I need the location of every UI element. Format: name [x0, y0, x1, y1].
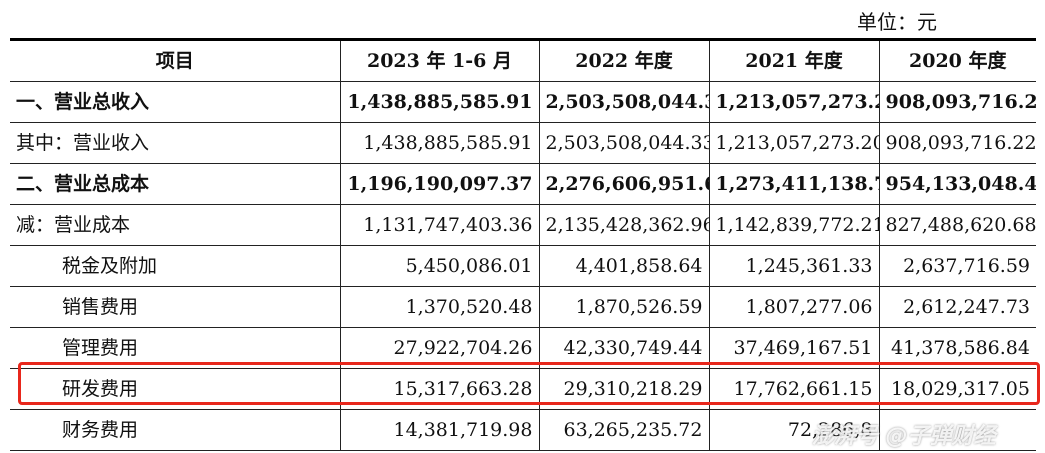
- cell-value: 2,637,716.59: [878, 245, 1036, 287]
- cell-value: 5,450,086.01: [339, 245, 540, 287]
- cell-value: 4,401,858.64: [538, 245, 710, 287]
- row-label: 研发费用: [10, 368, 341, 410]
- table-row-taxes-surcharges: 税金及附加 5,450,086.01 4,401,858.64 1,245,36…: [10, 245, 1036, 287]
- cell-value: 2,503,508,044.33: [538, 122, 710, 164]
- cell-value: 15,317,663.28: [339, 368, 540, 410]
- column-header-item: 项目: [10, 38, 341, 82]
- cell-value: [878, 409, 1036, 451]
- cell-value: 908,093,716.22: [878, 81, 1036, 123]
- cell-value: 14,381,719.98: [339, 409, 540, 451]
- financial-table: 项目 2023 年 1-6 月 2022 年度 2021 年度 2020 年度 …: [10, 38, 1036, 451]
- cell-value: 1,807,277.06: [708, 286, 880, 328]
- table-row-rd-expenses: 研发费用 15,317,663.28 29,310,218.29 17,762,…: [10, 368, 1036, 410]
- cell-value: 37,469,167.51: [708, 327, 880, 369]
- row-label: 二、营业总成本: [10, 163, 341, 205]
- table-row-operating-cost: 减：营业成本 1,131,747,403.36 2,135,428,362.96…: [10, 204, 1036, 246]
- cell-value: 2,276,606,951.64: [538, 163, 710, 205]
- cell-value: 827,488,620.68: [878, 204, 1036, 246]
- watermark: 澎湃号 @子弹财经: [812, 424, 996, 449]
- table-row-total-revenue: 一、营业总收入 1,438,885,585.91 2,503,508,044.3…: [10, 81, 1036, 123]
- cell-value: 27,922,704.26: [339, 327, 540, 369]
- cell-value: 954,133,048.47: [878, 163, 1036, 205]
- table-row-financial-expenses: 财务费用 14,381,719.98 63,265,235.72 72,286,…: [10, 409, 1036, 451]
- cell-value: 1,245,361.33: [708, 245, 880, 287]
- table-row-admin-expenses: 管理费用 27,922,704.26 42,330,749.44 37,469,…: [10, 327, 1036, 369]
- table-row-operating-revenue: 其中：营业收入 1,438,885,585.91 2,503,508,044.3…: [10, 122, 1036, 164]
- cell-value: 1,142,839,772.21: [708, 204, 880, 246]
- cell-value: 42,330,749.44: [538, 327, 710, 369]
- cell-value: 2,612,247.73: [878, 286, 1036, 328]
- cell-value: 1,870,526.59: [538, 286, 710, 328]
- cell-value: 41,378,586.84: [878, 327, 1036, 369]
- table-row-selling-expenses: 销售费用 1,370,520.48 1,870,526.59 1,807,277…: [10, 286, 1036, 328]
- cell-value: 1,213,057,273.20: [708, 122, 880, 164]
- row-label: 销售费用: [10, 286, 341, 328]
- row-label: 税金及附加: [10, 245, 341, 287]
- row-label: 减：营业成本: [10, 204, 341, 246]
- cell-value: 72,286,8: [708, 409, 880, 451]
- cell-value: 1,131,747,403.36: [339, 204, 540, 246]
- cell-value: 18,029,317.05: [878, 368, 1036, 410]
- cell-value: 2,135,428,362.96: [538, 204, 710, 246]
- cell-value: 2,503,508,044.33: [538, 81, 710, 123]
- table-row-total-cost: 二、营业总成本 1,196,190,097.37 2,276,606,951.6…: [10, 163, 1036, 205]
- cell-value: 63,265,235.72: [538, 409, 710, 451]
- cell-value: 1,370,520.48: [339, 286, 540, 328]
- cell-value: 29,310,218.29: [538, 368, 710, 410]
- row-label: 其中：营业收入: [10, 122, 341, 164]
- column-header-2023h1: 2023 年 1-6 月: [339, 38, 540, 82]
- column-header-2020: 2020 年度: [878, 38, 1036, 82]
- unit-label: 单位：元: [857, 10, 937, 34]
- column-header-2022: 2022 年度: [538, 38, 710, 82]
- cell-value: 1,196,190,097.37: [339, 163, 540, 205]
- row-label: 一、营业总收入: [10, 81, 341, 123]
- cell-value: 1,273,411,138.70: [708, 163, 880, 205]
- row-label: 管理费用: [10, 327, 341, 369]
- cell-value: 17,762,661.15: [708, 368, 880, 410]
- cell-value: 1,213,057,273.20: [708, 81, 880, 123]
- cell-value: 1,438,885,585.91: [339, 81, 540, 123]
- table-header-row: 项目 2023 年 1-6 月 2022 年度 2021 年度 2020 年度: [10, 38, 1036, 82]
- cell-value: 1,438,885,585.91: [339, 122, 540, 164]
- column-header-2021: 2021 年度: [708, 38, 880, 82]
- cell-value: 908,093,716.22: [878, 122, 1036, 164]
- row-label: 财务费用: [10, 409, 341, 451]
